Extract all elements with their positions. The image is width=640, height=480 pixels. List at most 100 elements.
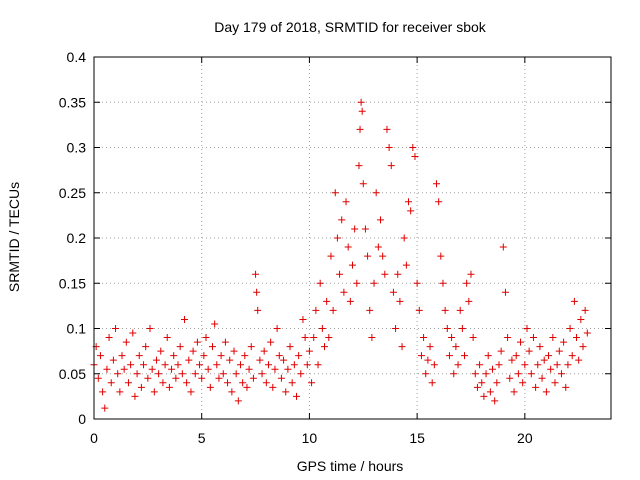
data-point [555, 347, 563, 355]
data-point [131, 392, 139, 400]
data-point [448, 334, 456, 342]
data-point [480, 392, 488, 400]
y-axis-label: SRMTID / TECUs [6, 182, 22, 292]
data-point [325, 334, 333, 342]
data-point [129, 329, 137, 337]
data-point [247, 343, 255, 351]
x-tick-label: 10 [302, 430, 318, 446]
data-point [458, 325, 466, 332]
data-point [107, 379, 115, 387]
data-point [411, 153, 419, 161]
data-point [398, 343, 406, 351]
data-point [116, 388, 124, 396]
data-point [142, 343, 150, 351]
data-point [402, 261, 410, 269]
data-point [538, 374, 546, 382]
data-point [211, 320, 219, 328]
axis-ticks: 0 0.05 0.1 0.15 0.2 0.25 0.3 0.35 0.4 0 5 10 15 20 [59, 49, 611, 446]
data-point [124, 379, 132, 387]
data-point [135, 352, 143, 360]
data-point [346, 297, 354, 305]
data-point [327, 252, 335, 260]
data-point [316, 279, 324, 287]
y-tick-label: 0.4 [67, 49, 87, 65]
y-tick-label: 0.3 [67, 140, 87, 156]
data-point [290, 361, 298, 369]
data-point [191, 370, 199, 378]
data-point [157, 347, 165, 355]
data-point [230, 347, 238, 355]
data-point [501, 288, 509, 296]
data-point [280, 356, 288, 364]
y-tick-label: 0.05 [59, 366, 86, 382]
data-point [521, 361, 529, 369]
data-point [351, 225, 359, 233]
data-point [491, 397, 499, 405]
data-point [385, 144, 393, 151]
data-point [314, 361, 322, 369]
data-point [183, 379, 191, 387]
data-point [534, 361, 542, 369]
y-tick-label: 0.1 [67, 321, 87, 337]
data-point [581, 306, 589, 314]
data-point [478, 379, 486, 387]
data-point [253, 288, 261, 296]
data-point [105, 334, 113, 342]
data-point [517, 338, 525, 346]
data-point [161, 361, 169, 369]
data-point [150, 388, 158, 396]
data-point [329, 306, 337, 314]
data-point [187, 388, 195, 396]
data-point [114, 370, 122, 378]
data-point [200, 352, 208, 360]
data-point [168, 365, 176, 373]
chart-title: Day 179 of 2018, SRMTID for receiver sbo… [214, 19, 487, 35]
data-point [271, 365, 279, 373]
data-point [523, 325, 531, 332]
y-tick-label: 0.15 [59, 275, 86, 291]
data-point [443, 325, 451, 332]
data-point [389, 288, 397, 296]
data-point [342, 198, 350, 206]
data-point [234, 397, 242, 405]
data-point [364, 252, 372, 260]
data-point [356, 125, 364, 133]
data-point [295, 352, 303, 360]
data-point [560, 338, 568, 346]
data-point [232, 370, 240, 378]
data-point [165, 383, 173, 391]
data-point [288, 379, 296, 387]
data-point [476, 361, 484, 369]
data-point [417, 352, 425, 360]
data-point [387, 162, 395, 170]
data-point [241, 352, 249, 360]
data-point [512, 352, 520, 360]
data-point [273, 325, 281, 332]
x-axis-label: GPS time / hours [297, 458, 404, 474]
data-point [482, 370, 490, 378]
data-point [514, 370, 522, 378]
data-point [484, 352, 492, 360]
data-point [340, 288, 348, 296]
data-point [196, 361, 204, 369]
data-point [519, 379, 527, 387]
data-point [422, 370, 430, 378]
data-point [163, 334, 171, 342]
data-point [510, 388, 518, 396]
data-point [249, 374, 257, 382]
data-point [545, 352, 553, 360]
data-point [292, 392, 300, 400]
data-point [583, 329, 591, 337]
data-point [536, 343, 544, 351]
data-point [542, 388, 550, 396]
data-point [461, 352, 469, 360]
data-point [454, 361, 462, 369]
data-point [450, 370, 458, 378]
data-point [353, 279, 361, 287]
data-point [396, 297, 404, 305]
data-point [499, 243, 507, 251]
data-point [562, 383, 570, 391]
data-point [221, 338, 229, 346]
data-point [239, 379, 247, 387]
